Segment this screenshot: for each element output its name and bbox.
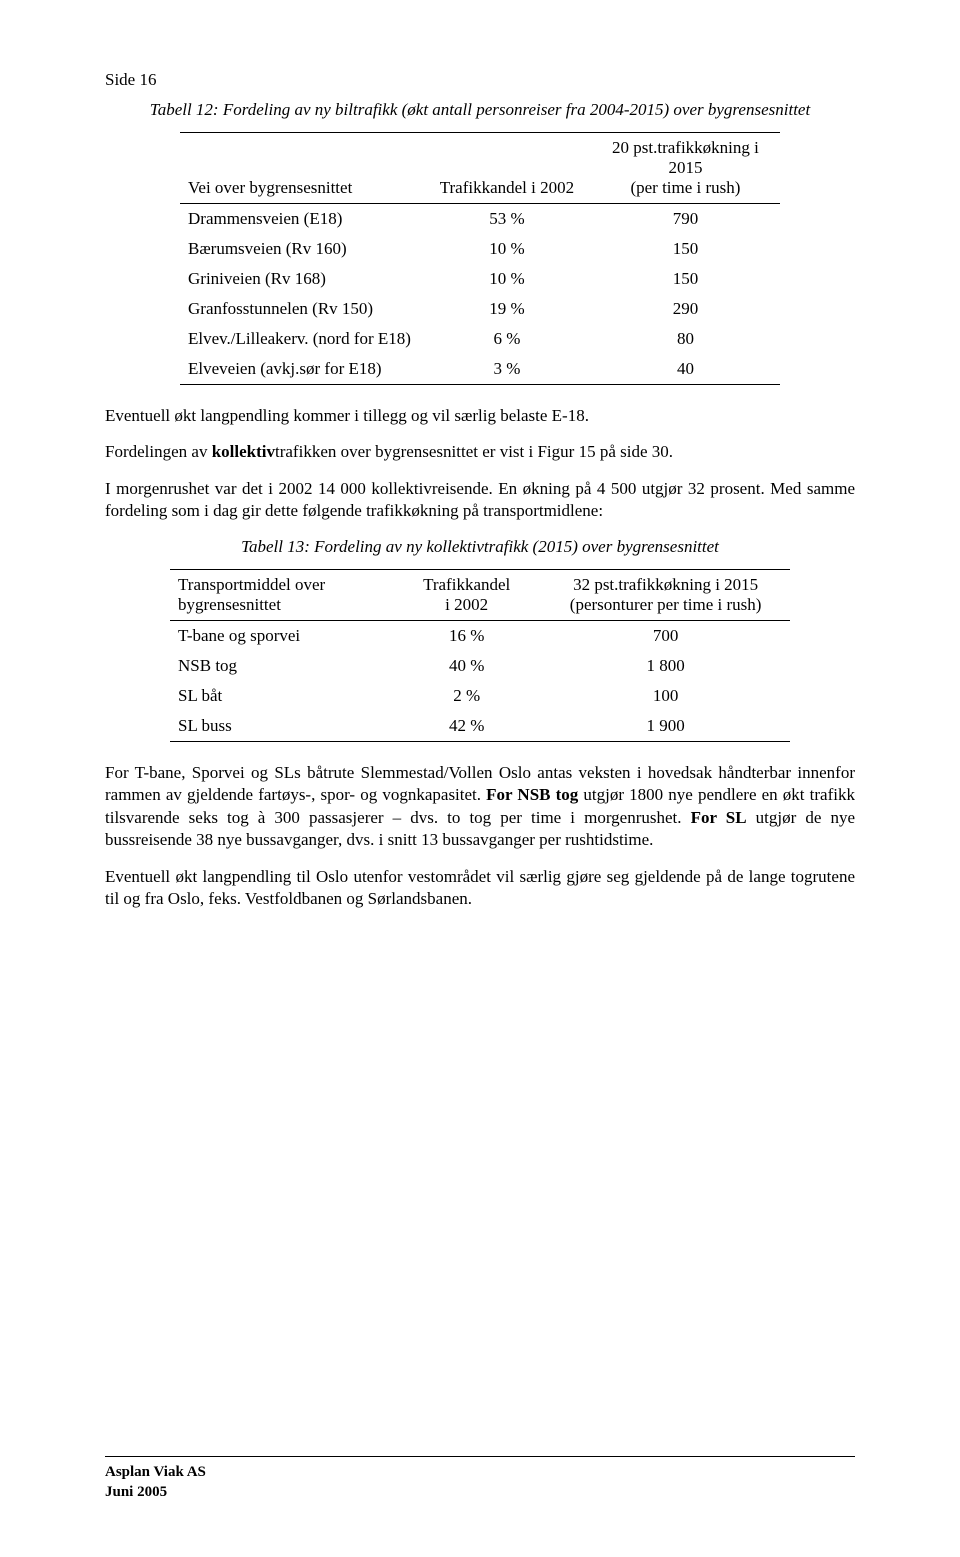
para-3: I morgenrushet var det i 2002 14 000 kol… (105, 478, 855, 523)
table-row: Bærumsveien (Rv 160) 10 % 150 (180, 234, 780, 264)
cell: 10 % (423, 264, 591, 294)
table-row: Elveveien (avkj.sør for E18) 3 % 40 (180, 354, 780, 385)
table-row: SL båt 2 % 100 (170, 681, 790, 711)
para-5: Eventuell økt langpendling til Oslo uten… (105, 866, 855, 911)
t12-h1: Vei over bygrensesnittet (180, 133, 423, 204)
table-row: Granfosstunnelen (Rv 150) 19 % 290 (180, 294, 780, 324)
cell: Elveveien (avkj.sør for E18) (180, 354, 423, 385)
cell: 150 (591, 264, 780, 294)
cell: 100 (541, 681, 790, 711)
page-footer: Asplan Viak AS Juni 2005 (105, 1456, 855, 1502)
footer-line2: Juni 2005 (105, 1483, 855, 1503)
page: Side 16 Tabell 12: Fordeling av ny biltr… (0, 0, 960, 1557)
t12-h3a: 20 pst.trafikkøkning i 2015 (612, 138, 759, 177)
cell: 2 % (392, 681, 541, 711)
para-2: Fordelingen av kollektivtrafikken over b… (105, 441, 855, 463)
cell: 40 (591, 354, 780, 385)
t13-h2b: i 2002 (445, 595, 488, 614)
p4d: For SL (691, 808, 747, 827)
cell: 1 900 (541, 711, 790, 742)
cell: Elvev./Lilleakerv. (nord for E18) (180, 324, 423, 354)
cell: 53 % (423, 204, 591, 235)
t13-h2: Trafikkandel i 2002 (392, 569, 541, 620)
cell: 42 % (392, 711, 541, 742)
t13-h2a: Trafikkandel (423, 575, 510, 594)
cell: 19 % (423, 294, 591, 324)
p2a: Fordelingen av (105, 442, 212, 461)
t13-h3b: (personturer per time i rush) (570, 595, 762, 614)
t13-h1: Transportmiddel over bygrensesnittet (170, 569, 392, 620)
table13-block: Tabell 13: Fordeling av ny kollektivtraf… (145, 537, 815, 742)
t13-h1b: bygrensesnittet (178, 595, 281, 614)
t12-h2: Trafikkandel i 2002 (423, 133, 591, 204)
cell: NSB tog (170, 651, 392, 681)
t12-h3b: (per time i rush) (630, 178, 740, 197)
table-row: Griniveien (Rv 168) 10 % 150 (180, 264, 780, 294)
cell: 10 % (423, 234, 591, 264)
table-row: Elvev./Lilleakerv. (nord for E18) 6 % 80 (180, 324, 780, 354)
p2c: trafikken over bygrensesnittet er vist i… (275, 442, 673, 461)
cell: 700 (541, 620, 790, 651)
p4b: For NSB tog (486, 785, 578, 804)
t13-h3: 32 pst.trafikkøkning i 2015 (personturer… (541, 569, 790, 620)
cell: 3 % (423, 354, 591, 385)
cell: Bærumsveien (Rv 160) (180, 234, 423, 264)
cell: Granfosstunnelen (Rv 150) (180, 294, 423, 324)
t13-h3a: 32 pst.trafikkøkning i 2015 (573, 575, 758, 594)
para-1: Eventuell økt langpendling kommer i till… (105, 405, 855, 427)
table-row: SL buss 42 % 1 900 (170, 711, 790, 742)
t12-h3: 20 pst.trafikkøkning i 2015 (per time i … (591, 133, 780, 204)
table-row: NSB tog 40 % 1 800 (170, 651, 790, 681)
cell: 40 % (392, 651, 541, 681)
cell: Drammensveien (E18) (180, 204, 423, 235)
cell: Griniveien (Rv 168) (180, 264, 423, 294)
table12: Vei over bygrensesnittet Trafikkandel i … (180, 132, 780, 385)
table13: Transportmiddel over bygrensesnittet Tra… (170, 569, 790, 742)
cell: 6 % (423, 324, 591, 354)
cell: 80 (591, 324, 780, 354)
cell: 290 (591, 294, 780, 324)
cell: T-bane og sporvei (170, 620, 392, 651)
cell: 16 % (392, 620, 541, 651)
table12-title: Tabell 12: Fordeling av ny biltrafikk (ø… (145, 100, 815, 120)
table13-title: Tabell 13: Fordeling av ny kollektivtraf… (145, 537, 815, 557)
para-4: For T-bane, Sporvei og SLs båtrute Slemm… (105, 762, 855, 852)
t13-h1a: Transportmiddel over (178, 575, 325, 594)
p2b: kollektiv (212, 442, 275, 461)
table-row: T-bane og sporvei 16 % 700 (170, 620, 790, 651)
cell: SL båt (170, 681, 392, 711)
cell: 1 800 (541, 651, 790, 681)
table12-block: Tabell 12: Fordeling av ny biltrafikk (ø… (145, 100, 815, 385)
footer-line1: Asplan Viak AS (105, 1463, 855, 1483)
cell: 790 (591, 204, 780, 235)
cell: 150 (591, 234, 780, 264)
table-row: Drammensveien (E18) 53 % 790 (180, 204, 780, 235)
page-number: Side 16 (105, 70, 855, 90)
cell: SL buss (170, 711, 392, 742)
